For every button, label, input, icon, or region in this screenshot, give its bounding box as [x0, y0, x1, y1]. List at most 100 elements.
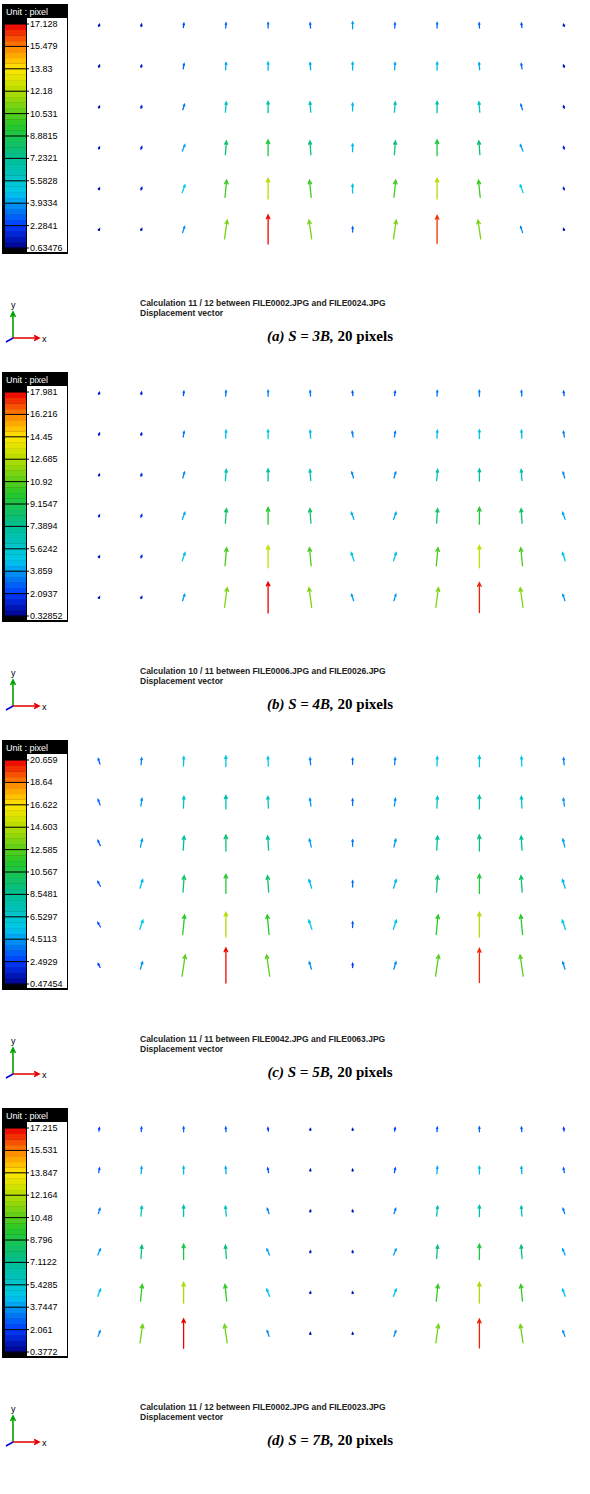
colorbar-band: [5, 571, 26, 577]
displacement-vector: [521, 430, 523, 438]
colorbar-band: [5, 203, 26, 209]
displacement-vector: [182, 1206, 184, 1217]
displacement-vector: [225, 391, 226, 396]
displacement-vector: [225, 588, 229, 608]
colorbar-tick: [5, 571, 29, 572]
colorbar-band: [5, 226, 26, 232]
displacement-vector: [225, 470, 227, 481]
colorbar-band: [5, 549, 26, 555]
displacement-vector: [436, 876, 440, 892]
colorbar-band: [5, 1341, 26, 1347]
colorbar-tick: [5, 459, 29, 460]
colorbar-band: [5, 810, 26, 816]
colorbar-band: [5, 164, 26, 170]
colorbar-band: [5, 822, 26, 828]
caption: (c) S = 5B, 20 pixels: [267, 1064, 392, 1081]
colorbar-band: [5, 538, 26, 544]
colorbar-band: [5, 588, 26, 594]
displacement-vector: [141, 106, 142, 109]
colorbar-band: [5, 827, 26, 833]
colorbar-tick-label: 10.531: [30, 109, 58, 119]
colorbar-band: [5, 86, 26, 92]
displacement-vector: [437, 391, 438, 396]
colorbar-tick-label: 0.3772: [30, 1347, 58, 1357]
displacement-vector: [182, 955, 186, 976]
displacement-vector: [267, 1331, 269, 1337]
colorbar-tick: [5, 827, 29, 828]
displacement-vector: [225, 756, 227, 767]
displacement-vector: [436, 62, 438, 70]
displacement-vector: [267, 430, 269, 439]
displacement-vector: [562, 920, 565, 929]
colorbar-band: [5, 437, 26, 443]
colorbar-band: [5, 805, 26, 811]
colorbar-band: [5, 1178, 26, 1184]
displacement-vector: [267, 1168, 268, 1173]
caption-part: (d) S = 7B,: [267, 1432, 334, 1449]
displacement-vector: [267, 757, 269, 766]
colorbar-band: [5, 91, 26, 97]
displacement-vector: [224, 1284, 227, 1301]
displacement-vector: [563, 65, 564, 67]
displacement-vector: [352, 840, 353, 846]
displacement-vector: [310, 1169, 311, 1171]
colorbar-band: [5, 521, 26, 527]
colorbar-tick-label: 5.5828: [30, 176, 58, 186]
colorbar-band: [5, 560, 26, 566]
displacement-vector: [394, 472, 396, 478]
displacement-vector: [224, 948, 228, 983]
displacement-vector: [182, 876, 186, 892]
caption-part: 20 pixels: [334, 328, 393, 344]
colorbar-band: [5, 448, 26, 454]
displacement-vector: [266, 140, 269, 156]
displacement-vector: [309, 430, 311, 438]
displacement-vector: [98, 923, 101, 928]
colorbar-band: [5, 883, 26, 889]
colorbar-band: [5, 158, 26, 164]
displacement-vector: [268, 391, 269, 397]
displacement-vector: [520, 509, 523, 523]
colorbar-band: [5, 973, 26, 979]
displacement-vector: [394, 553, 397, 561]
displacement-vector: [394, 220, 398, 239]
displacement-vector: [562, 553, 565, 561]
displacement-vector: [182, 553, 185, 561]
displacement-vector: [352, 227, 353, 232]
displacement-vector: [563, 962, 566, 969]
vector-field: [98, 756, 566, 983]
displacement-vector: [394, 1168, 395, 1173]
colorbar-band: [5, 1234, 26, 1240]
displacement-vector: [394, 391, 395, 395]
displacement-vector: [98, 474, 99, 476]
displacement-vector: [265, 955, 269, 976]
colorbar-tick: [5, 548, 29, 549]
colorbar-band: [5, 1330, 26, 1336]
displacement-vector: [478, 102, 480, 112]
colorbar-band: [5, 30, 26, 36]
displacement-vector: [268, 23, 269, 28]
displacement-vector: [267, 62, 269, 70]
colorbar-band: [5, 766, 26, 772]
colorbar-band: [5, 1173, 26, 1179]
colorbar-band: [5, 510, 26, 516]
displacement-vector: [436, 1245, 439, 1258]
colorbar-band: [5, 515, 26, 521]
colorbar-tick: [5, 248, 29, 249]
displacement-vector: [521, 1167, 523, 1174]
displacement-vector: [141, 65, 142, 67]
displacement-vector: [98, 188, 99, 190]
displacement-vector: [436, 588, 440, 608]
colorbar-label-area: [27, 18, 67, 252]
colorbar-tick-label: 2.2841: [30, 221, 58, 231]
colorbar-tick-label: 2.4929: [30, 957, 58, 967]
colorbar-band: [5, 97, 26, 103]
colorbar-band: [5, 214, 26, 220]
caption: (a) S = 3B, 20 pixels: [267, 328, 393, 345]
colorbar-tick-label: 5.6242: [30, 544, 58, 554]
colorbar-band: [5, 1128, 26, 1134]
displacement-vector: [98, 597, 99, 599]
displacement-vector: [266, 582, 270, 613]
axis-label-y: y: [11, 300, 16, 310]
displacement-vector: [182, 185, 185, 193]
displacement-vector: [225, 102, 227, 112]
